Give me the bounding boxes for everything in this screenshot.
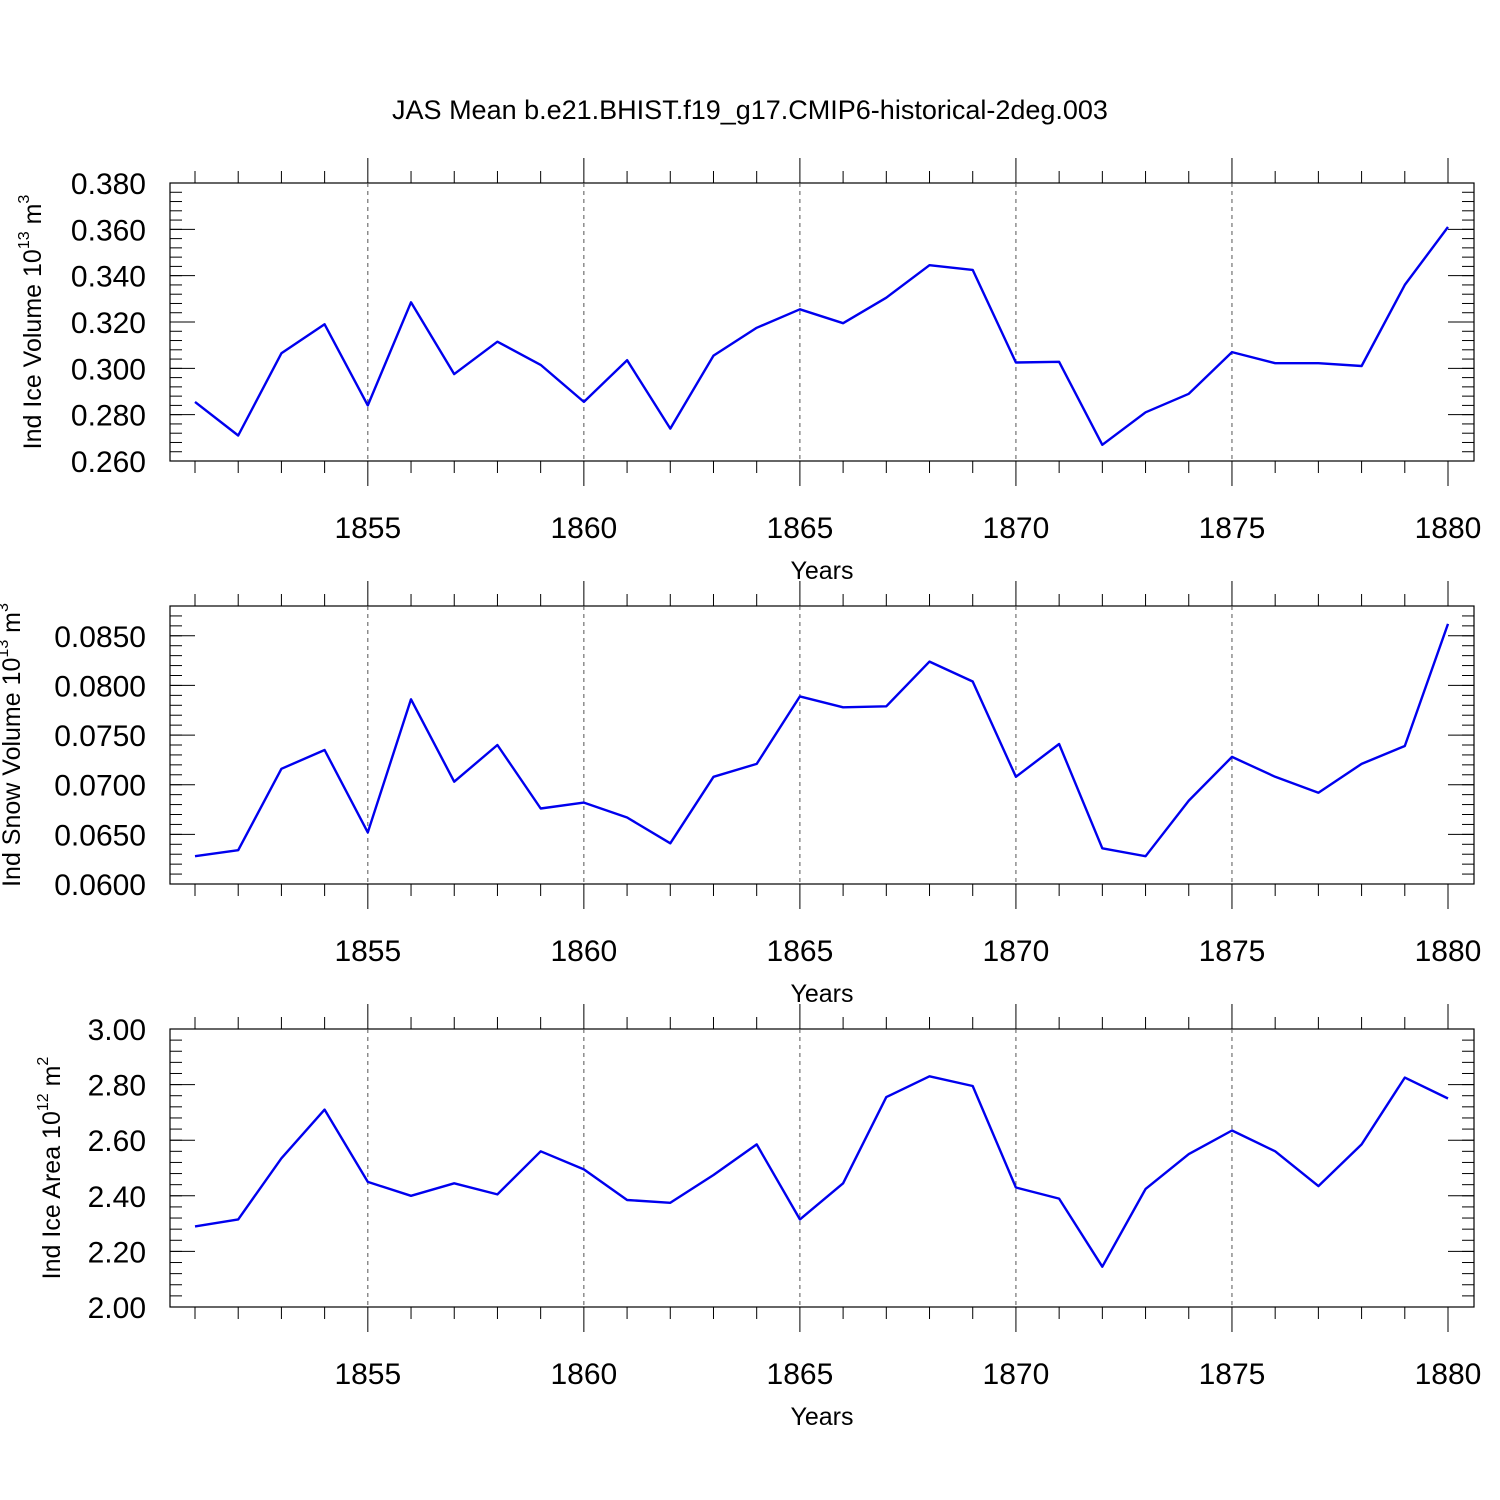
y-tick-label: 2.20 [88, 1236, 146, 1269]
series-line [194, 1075, 1449, 1268]
chart-title: JAS Mean b.e21.BHIST.f19_g17.CMIP6-histo… [392, 95, 1108, 125]
y-tick-label: 0.320 [71, 307, 146, 340]
plot-frame [169, 605, 1475, 885]
y-axis-label-text: m [38, 1066, 66, 1094]
y-tick-label: 0.0700 [54, 770, 146, 803]
y-axis-label-superscript: 12 [35, 1093, 52, 1111]
y-tick-label: 0.360 [71, 214, 146, 247]
y-tick-label: 2.40 [88, 1181, 146, 1214]
y-axis-label-text: Ind Snow Volume 10 [0, 658, 26, 887]
x-tick-label: 1855 [334, 1358, 401, 1391]
x-tick-label: 1860 [550, 935, 617, 968]
series-line [194, 226, 1449, 446]
x-tick-label: 1865 [767, 1358, 834, 1391]
x-tick-label: 1855 [334, 935, 401, 968]
x-tick-label: 1880 [1415, 935, 1482, 968]
y-tick-label: 2.60 [88, 1125, 146, 1158]
series-line [194, 623, 1450, 858]
x-tick-label: 1860 [550, 512, 617, 545]
y-tick-label: 0.0850 [54, 621, 146, 654]
y-tick-label: 2.00 [88, 1292, 146, 1325]
y-axis-label-superscript: 2 [35, 1057, 52, 1066]
y-tick-label: 0.0800 [54, 670, 146, 703]
y-tick-label: 0.300 [71, 353, 146, 386]
y-axis-label: Ind Ice Area 1012 m2 [35, 1057, 66, 1280]
plot-frame [169, 1028, 1475, 1308]
panel-1: 1855 1860 1865 1870 1875 1880 0.260 0.280 0.300 0… [16, 158, 1481, 585]
y-axis-label-text: m [19, 204, 47, 232]
panel-2: 1855 1860 1865 1870 1875 1880 0.0600 0.0650 0.07… [0, 581, 1481, 1008]
y-axis-label-superscript: 3 [0, 603, 12, 612]
y-axis-label-superscript: 13 [16, 231, 33, 249]
y-axis-label-text: Ind Ice Volume 10 [19, 249, 47, 449]
x-tick-label: 1870 [983, 512, 1050, 545]
plot-frame [169, 182, 1475, 462]
x-tick-label: 1870 [983, 935, 1050, 968]
y-tick-label: 0.380 [71, 168, 146, 201]
y-tick-label: 0.0600 [54, 869, 146, 902]
x-tick-label: 1855 [334, 512, 401, 545]
y-tick-label: 0.0750 [54, 720, 146, 753]
y-tick-label: 0.340 [71, 261, 146, 294]
y-tick-label: 0.260 [71, 446, 146, 479]
x-tick-label: 1865 [767, 935, 834, 968]
x-axis-label: Years [790, 980, 853, 1008]
x-tick-label: 1875 [1199, 1358, 1266, 1391]
panel-3: 1855 1860 1865 1870 1875 1880 2.00 2.20 2.40 2.60… [35, 1004, 1481, 1431]
y-axis-label-superscript: 13 [0, 640, 12, 658]
x-tick-label: 1880 [1415, 1358, 1482, 1391]
x-tick-label: 1880 [1415, 512, 1482, 545]
x-axis-label: Years [790, 557, 853, 585]
x-tick-label: 1875 [1199, 935, 1266, 968]
y-axis-label-text: m [0, 612, 26, 640]
y-tick-label: 0.280 [71, 400, 146, 433]
y-axis-label: Ind Ice Volume 1013 m3 [16, 195, 47, 450]
x-tick-label: 1860 [550, 1358, 617, 1391]
x-tick-label: 1875 [1199, 512, 1266, 545]
y-axis-label-text: Ind Ice Area 10 [38, 1111, 66, 1279]
y-tick-label: 2.80 [88, 1070, 146, 1103]
y-axis-label-superscript: 3 [16, 195, 33, 204]
x-axis-label: Years [790, 1403, 853, 1431]
x-tick-label: 1865 [767, 512, 834, 545]
y-tick-label: 3.00 [88, 1014, 146, 1047]
y-axis-label: Ind Snow Volume 1013 m3 [0, 603, 26, 887]
x-tick-label: 1870 [983, 1358, 1050, 1391]
y-tick-label: 0.0650 [54, 819, 146, 852]
